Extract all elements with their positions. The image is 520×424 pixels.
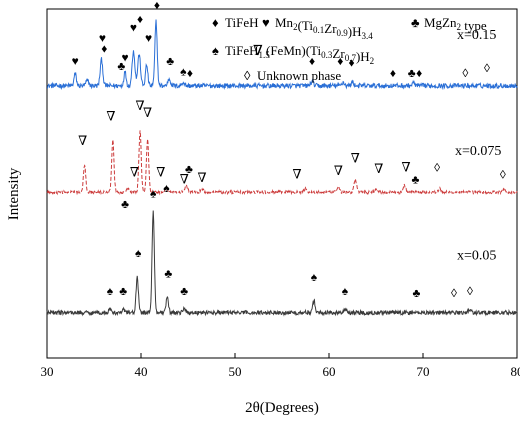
- phase-marker-0-8: ♦: [154, 0, 160, 12]
- phase-marker-1-2: ♣: [121, 197, 129, 211]
- legend: ♦TiFeH♥Mn2(Ti0.1Zr0.9)H3.4♣MgZn2 type♠Ti…: [212, 15, 487, 83]
- y-axis-label: Intensity: [6, 167, 22, 220]
- legend-label-1: Mn2(Ti0.1Zr0.9)H3.4: [275, 15, 373, 41]
- phase-marker-0-0: ♥: [72, 54, 79, 68]
- phase-marker-0-17: ♦: [416, 66, 422, 80]
- legend-label-0: TiFeH: [225, 15, 258, 30]
- legend-symbol-3: ♠: [212, 43, 219, 58]
- phase-marker-0-7: ♥: [145, 31, 152, 45]
- phase-marker-0-16: ♣: [408, 66, 416, 80]
- phase-marker-1-12: ∇: [334, 163, 343, 178]
- phase-marker-2-0: ♠: [107, 284, 114, 298]
- legend-symbol-2: ♣: [411, 15, 420, 30]
- series-labels: x=0.15 x=0.075 x=0.05: [455, 28, 501, 264]
- phase-marker-1-11: ∇: [293, 166, 302, 181]
- phase-marker-0-2: ♦: [101, 42, 107, 56]
- phase-marker-2-2: ♠: [135, 246, 142, 260]
- phase-marker-2-7: ♠: [342, 284, 349, 298]
- phase-marker-2-9: ◊: [451, 286, 457, 300]
- legend-label-4: (FeMn)(Ti0.3Zr0.7)H2: [266, 43, 374, 66]
- phase-marker-1-6: ∇: [156, 165, 165, 180]
- phase-marker-1-1: ∇: [106, 109, 115, 124]
- legend-label-3: TiFeH1.5: [225, 43, 270, 60]
- phase-marker-2-6: ♠: [311, 270, 318, 284]
- series-line-1: [47, 130, 517, 193]
- phase-marker-2-8: ♣: [412, 286, 420, 300]
- phase-marker-0-11: ♦: [187, 66, 193, 80]
- phase-marker-2-4: ♣: [164, 267, 172, 281]
- phase-marker-2-1: ♣: [119, 284, 127, 298]
- phase-marker-0-6: ♦: [137, 12, 143, 26]
- series-label-0: x=0.15: [457, 28, 496, 43]
- phase-marker-1-0: ∇: [78, 133, 87, 148]
- x-axis-label: 2θ(Degrees): [245, 400, 319, 416]
- phase-marker-2-3: ♠: [150, 186, 157, 200]
- phase-marker-1-15: ∇: [402, 159, 411, 174]
- x-tick-label-3: 60: [323, 364, 336, 379]
- phase-marker-0-9: ♣: [166, 54, 174, 68]
- phase-marker-0-5: ♥: [130, 21, 137, 35]
- x-tick-label-4: 70: [417, 364, 430, 379]
- phase-marker-2-5: ♣: [180, 284, 188, 298]
- legend-symbol-5: ◊: [244, 68, 251, 83]
- series-line-2: [47, 211, 517, 315]
- phase-marker-1-13: ∇: [351, 151, 360, 166]
- legend-item-0: ♦ TiFeH: [212, 15, 258, 30]
- phase-marker-2-10: ◊: [467, 284, 473, 298]
- phase-marker-1-9: ♣: [185, 162, 193, 176]
- x-tick-label-2: 50: [229, 364, 242, 379]
- series-label-1: x=0.075: [455, 144, 501, 159]
- y-axis-label-text: Intensity: [6, 167, 22, 220]
- legend-symbol-1: ♥: [262, 15, 270, 30]
- phase-marker-0-15: ♦: [390, 66, 396, 80]
- phase-marker-1-3: ∇: [130, 165, 139, 180]
- x-axis-label-text: 2θ(Degrees): [245, 400, 319, 416]
- phase-marker-0-19: ◊: [484, 61, 490, 75]
- legend-item-5: ◊ Unknown phase: [244, 68, 341, 83]
- phase-marker-1-10: ∇: [198, 170, 207, 185]
- phase-marker-1-7: ♠: [163, 181, 170, 195]
- phase-marker-0-18: ◊: [462, 66, 468, 80]
- phase-marker-1-17: ◊: [434, 160, 440, 174]
- x-tick-label-5: 80: [511, 364, 520, 379]
- phase-marker-1-14: ∇: [374, 161, 383, 176]
- x-tick-label-1: 40: [135, 364, 148, 379]
- series-label-2: x=0.05: [457, 249, 496, 264]
- x-tick-label-0: 30: [41, 364, 54, 379]
- phase-marker-0-4: ♥: [121, 50, 128, 64]
- phase-marker-1-18: ◊: [500, 167, 506, 181]
- legend-symbol-0: ♦: [212, 15, 219, 30]
- tick-layer: 30 40 50 60 70 80: [41, 353, 520, 379]
- legend-item-1: ♥ Mn2(Ti0.1Zr0.9)H3.4: [262, 15, 373, 41]
- phase-marker-1-5: ∇: [143, 105, 152, 120]
- legend-label-5: Unknown phase: [257, 68, 341, 83]
- phase-marker-1-16: ♣: [412, 173, 420, 187]
- legend-symbol-4: ∇: [253, 44, 263, 59]
